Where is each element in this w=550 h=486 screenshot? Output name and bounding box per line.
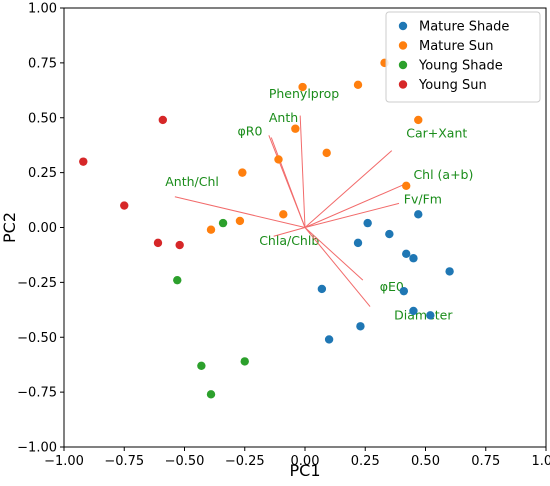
loading-label: φR0 xyxy=(238,123,263,138)
loading-label: Anth/Chl xyxy=(165,174,219,189)
data-point xyxy=(175,240,184,250)
legend-box xyxy=(385,11,541,103)
y-tick-label: −0.75 xyxy=(17,386,57,401)
legend-marker xyxy=(398,41,408,50)
legend-label: Young Sun xyxy=(418,78,487,93)
x-tick-label: −0.50 xyxy=(165,454,205,469)
loading-label: Diameter xyxy=(394,308,453,323)
loading-vector xyxy=(174,196,306,228)
legend-marker xyxy=(398,21,408,31)
loading-label: Chl (a+b) xyxy=(413,167,473,182)
loading-vector xyxy=(299,115,306,228)
legend-marker xyxy=(398,80,408,89)
data-point xyxy=(206,225,216,234)
loading-label: Fv/Fm xyxy=(404,191,442,206)
legend-label: Mature Shade xyxy=(419,20,509,35)
x-axis-ticks: −1.00 −0.75 −0.50 −0.25 0.00 0.25 0.50 0.75 1.00 xyxy=(44,447,550,469)
data-point xyxy=(353,238,363,248)
data-point xyxy=(402,249,411,259)
data-point xyxy=(402,181,411,190)
x-tick-label: −0.25 xyxy=(225,454,265,469)
data-point xyxy=(298,82,307,92)
loading-vector xyxy=(304,202,400,228)
loading-label: Chla/Chlb xyxy=(259,233,319,248)
data-point xyxy=(274,155,283,164)
y-axis-label: PC2 xyxy=(0,212,19,243)
loading-label: Car+Xant xyxy=(406,126,467,141)
data-point xyxy=(363,218,372,228)
data-point xyxy=(238,168,247,177)
data-point xyxy=(158,115,168,125)
x-tick-label: −0.75 xyxy=(104,454,144,469)
loading-vectors: Phenylprop Anth φR0 Anth/Chl Car+Xant Chl (a+… xyxy=(165,86,473,323)
data-point xyxy=(291,124,300,133)
data-point xyxy=(235,216,245,226)
y-tick-label: −1.00 xyxy=(17,441,57,456)
data-point xyxy=(445,267,454,276)
y-tick-label: 0.00 xyxy=(28,221,57,236)
loading-label: φE0 xyxy=(380,279,404,294)
x-tick-label: −1.00 xyxy=(44,454,84,469)
x-tick-label: 1.00 xyxy=(532,454,550,469)
data-point xyxy=(317,284,327,294)
loading-vector xyxy=(270,137,306,228)
y-tick-label: 0.50 xyxy=(28,111,57,126)
data-point xyxy=(353,80,363,90)
data-point xyxy=(279,210,288,219)
data-point xyxy=(153,238,163,248)
y-tick-label: 1.00 xyxy=(28,2,57,17)
data-point xyxy=(322,148,331,158)
data-point xyxy=(356,322,365,331)
y-tick-label: 0.25 xyxy=(28,166,57,181)
data-point xyxy=(79,157,88,166)
data-point xyxy=(409,306,418,316)
legend-label: Mature Sun xyxy=(419,39,493,54)
legend-marker xyxy=(398,60,408,70)
y-tick-label: 0.75 xyxy=(28,56,57,71)
data-point xyxy=(120,201,129,210)
loading-vector xyxy=(304,227,364,281)
data-point xyxy=(197,361,206,370)
legend-label: Young Shade xyxy=(418,59,503,74)
loading-vector xyxy=(273,227,306,237)
x-tick-label: 0.00 xyxy=(291,454,320,469)
x-axis-label: PC1 xyxy=(290,461,321,480)
data-point xyxy=(399,286,409,296)
loading-vector xyxy=(304,150,393,228)
score-points xyxy=(79,58,454,399)
loading-vector xyxy=(304,183,407,228)
data-point xyxy=(414,115,423,125)
data-point xyxy=(414,210,423,219)
data-point xyxy=(206,390,216,399)
legend: Mature Shade Mature Sun Young Shade Young S… xyxy=(385,11,541,103)
data-point xyxy=(218,218,228,228)
x-tick-label: 0.25 xyxy=(351,454,380,469)
loading-label: Phenylprop xyxy=(269,86,339,101)
data-point xyxy=(324,335,334,344)
loading-label: Anth xyxy=(269,110,298,125)
loading-vector xyxy=(304,227,371,307)
data-point xyxy=(409,254,418,263)
y-axis-ticks: −1.00 −0.75 −0.50 −0.25 0.00 0.25 0.50 0.75 1.00 xyxy=(17,2,64,456)
data-point xyxy=(240,357,249,366)
data-point xyxy=(173,275,182,285)
y-tick-label: −0.25 xyxy=(17,276,57,291)
x-tick-label: 0.50 xyxy=(411,454,440,469)
data-point xyxy=(385,229,394,239)
x-tick-label: 0.75 xyxy=(471,454,500,469)
y-tick-label: −0.50 xyxy=(17,331,57,346)
data-point xyxy=(426,311,435,320)
